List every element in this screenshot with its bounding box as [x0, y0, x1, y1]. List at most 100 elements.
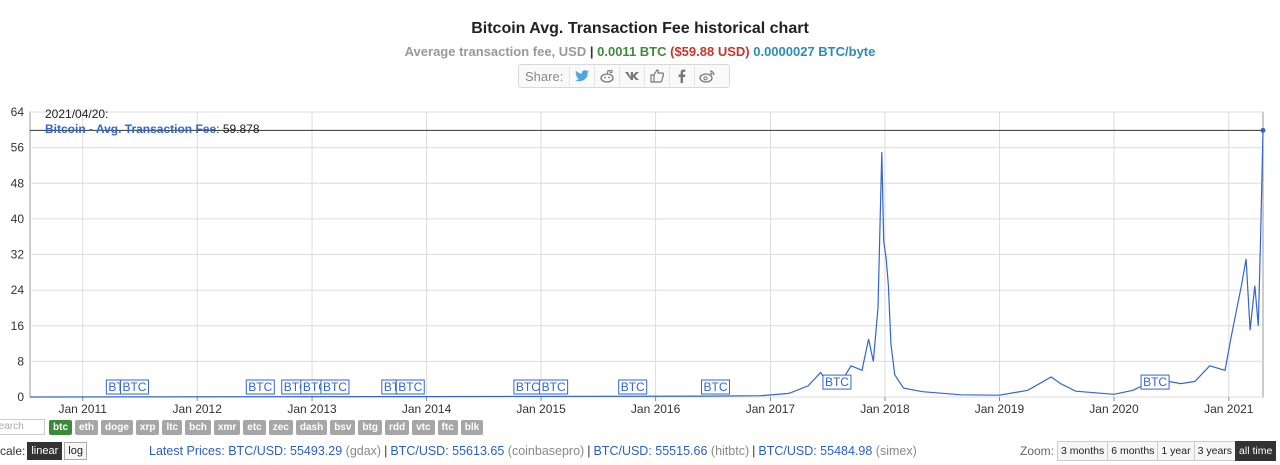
fee-btc-value: 0.0011 BTC	[597, 44, 667, 59]
tooltip-series-name: Bitcoin - Avg. Transaction Fee	[45, 122, 217, 136]
coin-button-btc[interactable]: btc	[49, 419, 72, 435]
share-label: Share:	[525, 68, 564, 84]
btc-flag-label: BTC	[516, 380, 540, 394]
btc-flag-box	[539, 379, 569, 395]
fee-chart[interactable]: 0 8 16 24 32 40 48 56 64 Jan 2011 Jan 2012 Jan 2013…	[0, 100, 1280, 418]
btc-event-flag[interactable]: BTC	[320, 379, 350, 395]
prices-label: Latest Prices:	[149, 444, 225, 458]
like-icon[interactable]	[644, 66, 669, 86]
zoom-1-year-button[interactable]: 1 year	[1157, 441, 1195, 461]
btc-flag-box	[119, 379, 149, 395]
coin-button-dash[interactable]: dash	[295, 419, 328, 435]
coin-button-etc[interactable]: etc	[243, 419, 266, 435]
chart-subtitle: Average transaction fee, USD | 0.0011 BT…	[404, 44, 876, 59]
btc-event-flag[interactable]: BTC	[822, 374, 852, 390]
btc-event-flag[interactable]: BTC	[1140, 374, 1170, 390]
coin-button-xrp[interactable]: xrp	[135, 419, 160, 435]
page-title: Bitcoin Avg. Transaction Fee historical …	[471, 20, 809, 37]
x-tick-label: Jan 2012	[173, 402, 223, 416]
share-bar: Share:	[518, 64, 730, 88]
btc-event-flag[interactable]: BTC	[395, 379, 425, 395]
btc-event-flag[interactable]: BTC	[701, 379, 731, 395]
x-tick-label: Jan 2011	[58, 402, 107, 416]
zoom-selector: Zoom: 3 months 6 months 1 year 3 years a…	[1020, 441, 1277, 461]
scale-linear-button[interactable]: linear	[27, 442, 63, 460]
series-line	[29, 130, 1264, 398]
search-input[interactable]: Search	[0, 419, 45, 435]
zoom-3-months-button[interactable]: 3 months	[1057, 441, 1109, 461]
y-tick-label: 56	[11, 141, 25, 155]
btc-flag-box	[701, 379, 731, 395]
x-tick-label: Jan 2016	[631, 402, 681, 416]
tooltip-value: Bitcoin - Avg. Transaction Fee: 59.878	[45, 122, 260, 136]
coin-button-btg[interactable]: btg	[358, 419, 382, 435]
subtitle-label: Average transaction fee, USD	[404, 44, 587, 59]
coin-button-doge[interactable]: doge	[101, 419, 133, 435]
latest-prices: Latest Prices: BTC/USD: 55493.29 (gdax) |…	[149, 444, 917, 458]
weibo-icon[interactable]	[694, 66, 719, 86]
btc-event-flag[interactable]: BTC	[513, 379, 543, 395]
coin-button-bch[interactable]: bch	[185, 419, 211, 435]
btc-flag-label: BTC	[704, 380, 728, 394]
zoom-6-months-button[interactable]: 6 months	[1107, 441, 1159, 461]
tooltip-series-value: 59.878	[222, 122, 260, 136]
y-tick-label: 64	[11, 105, 25, 119]
btc-flag-label: BTC	[1143, 375, 1167, 389]
btc-flag-label: BTC	[398, 380, 422, 394]
btc-event-flag[interactable]: BTC	[618, 379, 648, 395]
hover-point	[1260, 127, 1266, 133]
btc-flag-label: BTC	[323, 380, 347, 394]
y-tick-label: 8	[17, 354, 24, 368]
btc-flag-box	[320, 379, 350, 395]
y-tick-label: 48	[11, 176, 25, 190]
btc-flag-label: BTC	[621, 380, 645, 394]
btc-event-flag[interactable]: BTC	[245, 379, 275, 395]
btc-flag-box	[1140, 374, 1170, 390]
y-tick-label: 16	[11, 319, 25, 333]
zoom-all-time-button[interactable]: all time	[1235, 441, 1277, 461]
vk-icon[interactable]	[619, 66, 644, 86]
coin-button-vtc[interactable]: vtc	[412, 419, 435, 435]
y-tick-label: 32	[11, 248, 25, 262]
btc-flag-label: BTC	[248, 380, 272, 394]
btc-flag-box	[245, 379, 275, 395]
btc-event-flag[interactable]: BTC	[119, 379, 149, 395]
x-tick-label: Jan 2020	[1089, 402, 1139, 416]
coin-button-eth[interactable]: eth	[75, 419, 98, 435]
y-tick-label: 0	[17, 390, 24, 404]
btc-flag-label: BTC	[122, 380, 146, 394]
coin-button-rdd[interactable]: rdd	[384, 419, 410, 435]
fee-usd-value: ($59.88 USD)	[670, 44, 750, 59]
coin-button-zec[interactable]: zec	[268, 419, 293, 435]
tooltip-date: 2021/04/20:	[45, 107, 109, 121]
zoom-label: Zoom:	[1020, 444, 1055, 458]
price-item-simex[interactable]: BTC/USD: 55484.98 (simex)	[758, 444, 917, 458]
coin-list: btc eth doge xrp ltc bch xmr etc zec dash bsv btg rd…	[49, 419, 484, 435]
coin-button-ltc[interactable]: ltc	[162, 419, 183, 435]
price-item-coinbasepro[interactable]: BTC/USD: 55613.65 (coinbasepro)	[390, 444, 585, 458]
zoom-3-years-button[interactable]: 3 years	[1193, 441, 1237, 461]
x-tick-label: Jan 2013	[287, 402, 337, 416]
btc-flag-label: BTC	[542, 380, 566, 394]
facebook-icon[interactable]	[669, 66, 694, 86]
x-tick-label: Jan 2017	[746, 402, 796, 416]
scale-log-button[interactable]: log	[64, 442, 87, 460]
reddit-icon[interactable]	[594, 66, 619, 86]
btc-event-flag[interactable]: BTC	[539, 379, 569, 395]
x-tick-label: Jan 2019	[975, 402, 1025, 416]
price-item-gdax[interactable]: BTC/USD: 55493.29 (gdax)	[228, 444, 382, 458]
y-tick-label: 40	[11, 212, 25, 226]
x-tick-label: Jan 2014	[402, 402, 452, 416]
coin-button-blk[interactable]: blk	[460, 419, 484, 435]
scale-label: Scale:	[0, 444, 26, 458]
y-tick-label: 24	[11, 283, 25, 297]
coin-button-bsv[interactable]: bsv	[330, 419, 356, 435]
coin-button-xmr[interactable]: xmr	[213, 419, 241, 435]
price-item-hitbtc[interactable]: BTC/USD: 55515.66 (hitbtc)	[593, 444, 750, 458]
coin-selector: Search btcethdogexrpltcbchxmretczecdashb…	[0, 419, 484, 435]
btc-flag-label: BTC	[825, 375, 849, 389]
x-tick-label: Jan 2015	[516, 402, 566, 416]
coin-button-ftc[interactable]: ftc	[437, 419, 458, 435]
btc-flag-box	[395, 379, 425, 395]
twitter-icon[interactable]	[569, 66, 594, 86]
